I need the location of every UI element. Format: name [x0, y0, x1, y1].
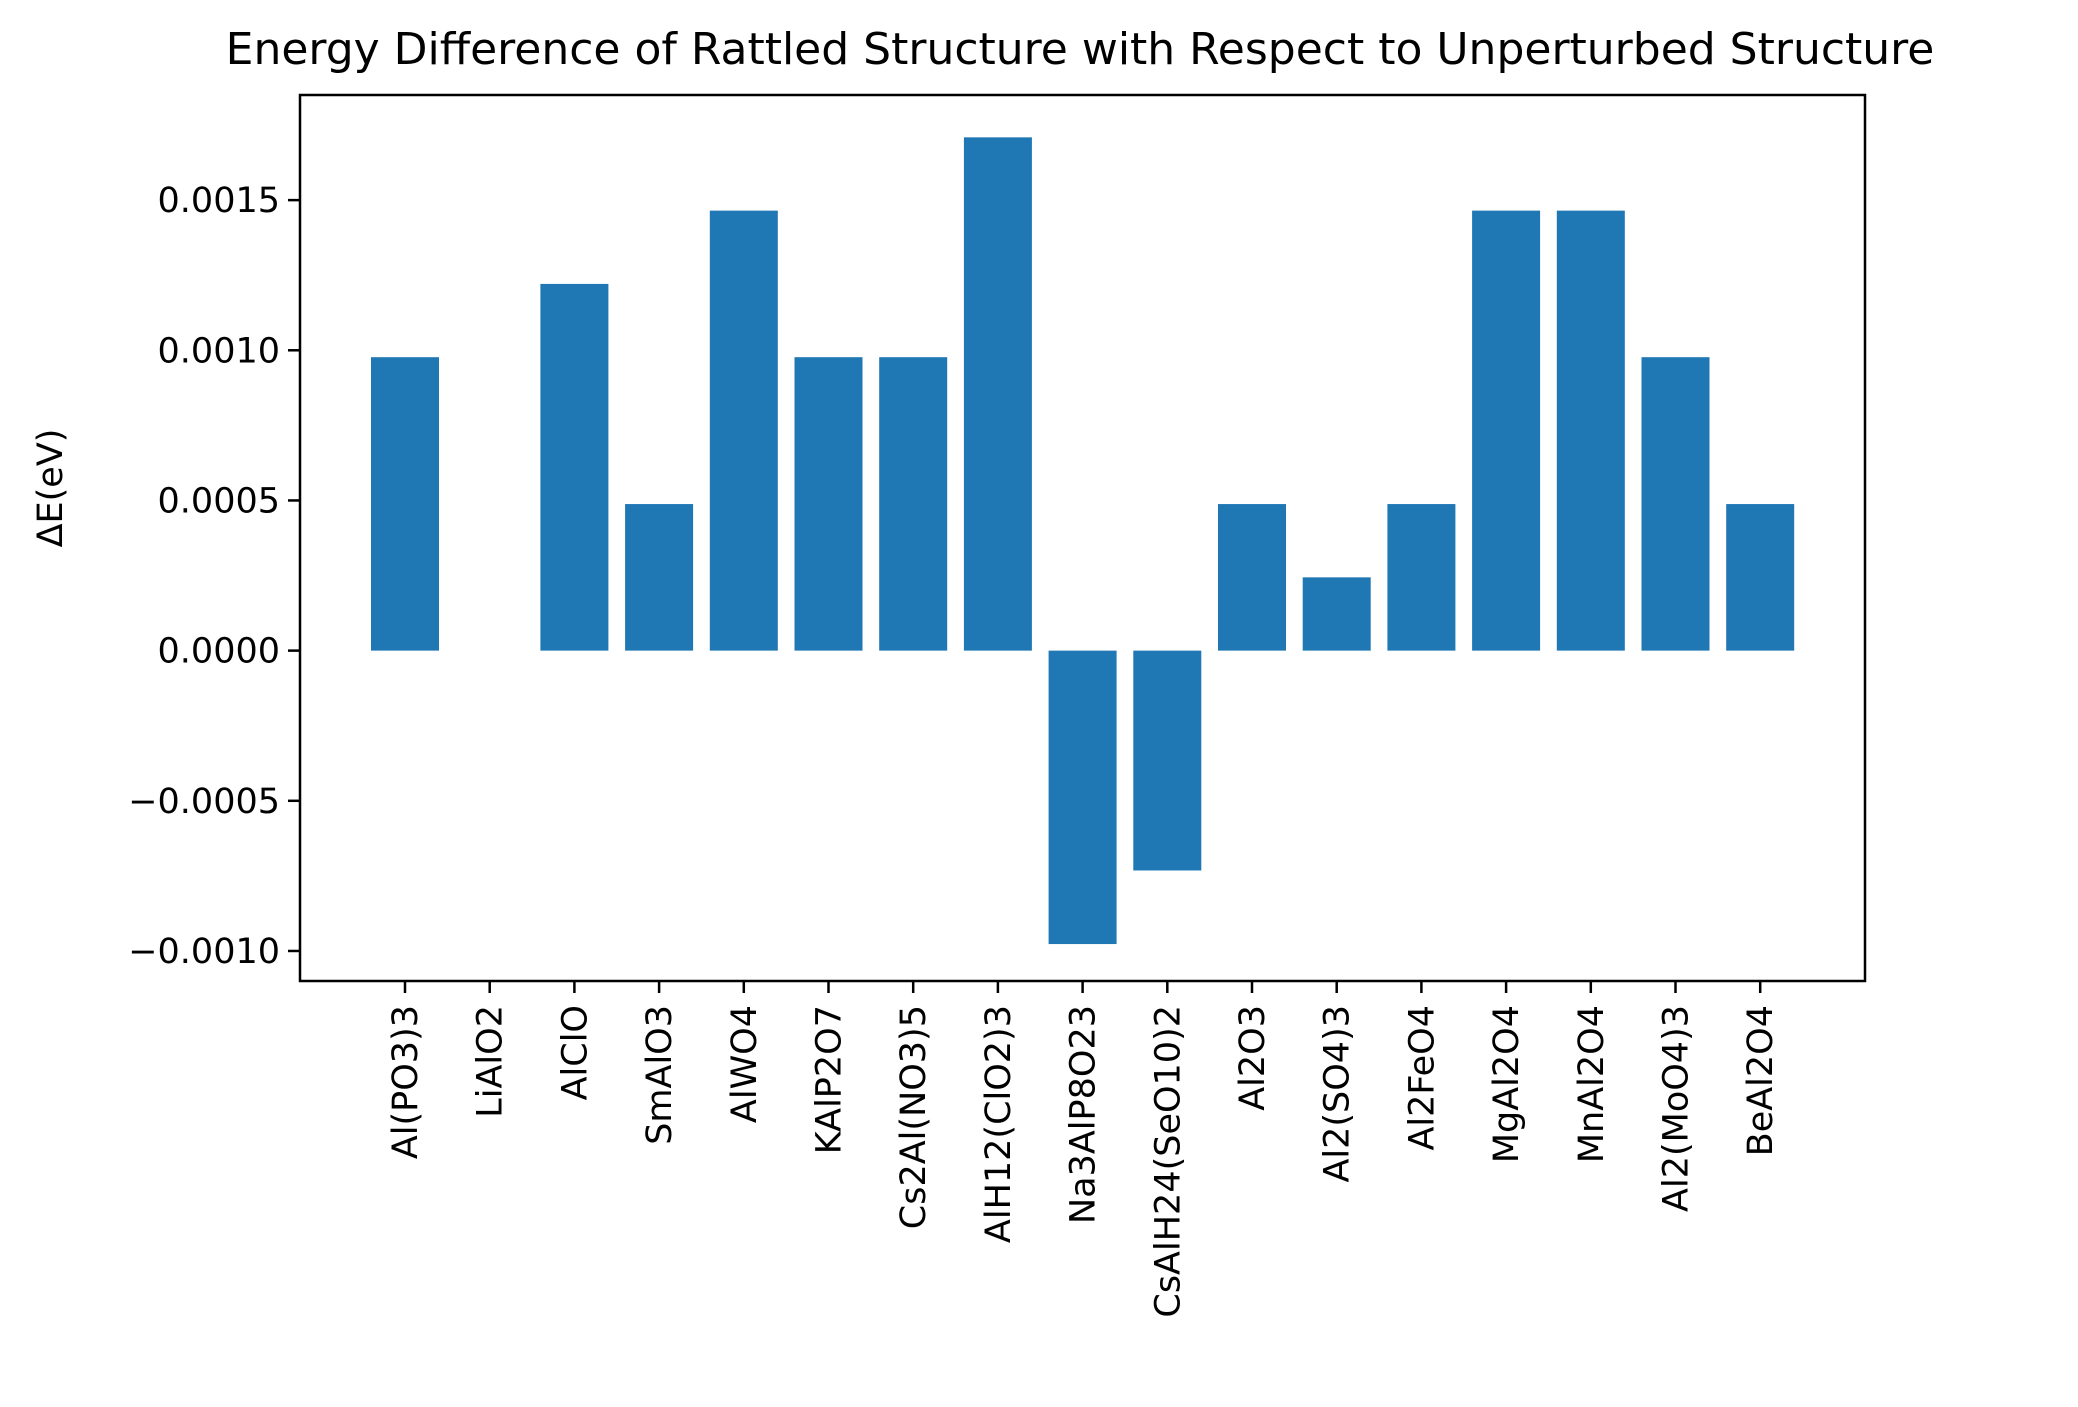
bars-group	[371, 137, 1795, 945]
x-tick-label: KAlP2O7	[810, 1005, 850, 1154]
y-tick-label: −0.0005	[128, 782, 280, 822]
bar-KAlP2O7	[794, 357, 863, 651]
x-tick-label: LiAlO2	[471, 1005, 511, 1118]
bar-Al2O3	[1218, 504, 1286, 651]
bar-AlClO	[540, 283, 609, 651]
bar-AlH12(ClO2)3	[963, 137, 1032, 651]
bar-Cs2Al(NO3)5	[879, 357, 948, 651]
x-tick-label: Al2O3	[1233, 1005, 1273, 1111]
bar-Na3AlP8O23	[1048, 650, 1117, 945]
x-tick-label: CsAlH24(SeO10)2	[1148, 1005, 1188, 1318]
x-axis-ticks: Al(PO3)3 LiAlO2 AlClO SmAlO3 AlWO4 KAlP2O7 Cs2…	[386, 981, 1781, 1318]
bar-BeAl2O4	[1726, 504, 1795, 651]
y-tick-label: 0.0005	[158, 481, 280, 521]
x-tick-label: Al2(SO4)3	[1318, 1005, 1358, 1183]
x-tick-label: MnAl2O4	[1572, 1005, 1612, 1163]
bar-AlWO4	[709, 210, 778, 651]
y-tick-label: 0.0000	[158, 632, 280, 672]
bar-CsAlH24(SeO10)2	[1133, 650, 1202, 871]
y-tick-label: 0.0015	[158, 181, 280, 221]
x-tick-label: AlWO4	[725, 1005, 765, 1123]
bar-MnAl2O4	[1556, 210, 1625, 651]
bar-MgAl2O4	[1472, 210, 1541, 651]
y-axis-ticks: −0.0010 −0.0005 0.0000 0.0005 0.0010 0.0015	[128, 181, 300, 972]
bar-Al2(MoO4)3	[1641, 357, 1710, 651]
x-tick-label: Cs2Al(NO3)5	[894, 1005, 934, 1229]
x-tick-label: BeAl2O4	[1741, 1005, 1781, 1156]
chart-title: Energy Difference of Rattled Structure w…	[226, 24, 1935, 75]
x-tick-label: Al2FeO4	[1402, 1005, 1442, 1151]
plot-frame	[298, 93, 1867, 983]
bar-SmAlO3	[625, 504, 694, 651]
x-tick-label: AlH12(ClO2)3	[979, 1005, 1019, 1243]
y-tick-label: 0.0010	[158, 331, 280, 371]
x-tick-label: MgAl2O4	[1487, 1005, 1527, 1163]
x-tick-label: SmAlO3	[640, 1005, 680, 1145]
x-tick-label: Al2(MoO4)3	[1657, 1005, 1697, 1212]
bar-Al2(SO4)3	[1302, 577, 1371, 651]
x-tick-label: Al(PO3)3	[386, 1005, 426, 1159]
x-tick-label: AlClO	[555, 1005, 595, 1100]
y-axis-label: ΔE(eV)	[31, 429, 71, 548]
x-tick-label: Na3AlP8O23	[1064, 1005, 1104, 1224]
bar-Al(PO3)3	[371, 357, 439, 651]
bar-Al2FeO4	[1387, 504, 1456, 651]
y-tick-label: −0.0010	[128, 932, 280, 972]
